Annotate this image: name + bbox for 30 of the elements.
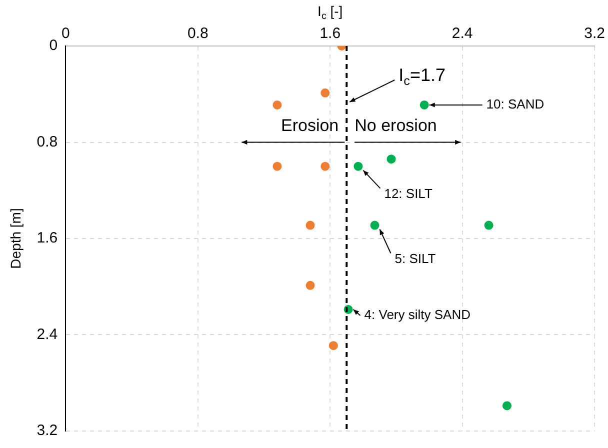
annotation: 4: Very silty SAND bbox=[364, 307, 470, 322]
point bbox=[370, 220, 380, 230]
point bbox=[354, 162, 363, 171]
annotation: No erosion bbox=[354, 116, 437, 135]
point bbox=[386, 154, 396, 164]
point bbox=[328, 341, 338, 350]
annotation: Erosion bbox=[281, 116, 339, 135]
point bbox=[502, 401, 512, 410]
point bbox=[320, 88, 330, 98]
x-tick-label: 1.6 bbox=[320, 25, 341, 42]
point bbox=[420, 100, 429, 110]
point bbox=[306, 220, 315, 230]
point bbox=[306, 280, 315, 290]
point bbox=[272, 100, 282, 110]
x-tick-label: 2.4 bbox=[452, 25, 473, 42]
y-axis-title: Depth [m] bbox=[7, 208, 24, 269]
annotation: 12: SILT bbox=[384, 186, 432, 201]
y-tick-label: 0.8 bbox=[36, 133, 58, 150]
y-tick-label: 1.6 bbox=[36, 230, 58, 247]
annotation: 10: SAND bbox=[486, 96, 544, 112]
y-tick-label: 2.4 bbox=[36, 326, 58, 343]
x-tick-label: 3.2 bbox=[584, 25, 606, 42]
point bbox=[484, 220, 494, 230]
annotation: 5: SILT bbox=[394, 250, 436, 266]
x-tick-label: 0 bbox=[61, 25, 70, 42]
y-tick-label: 3.2 bbox=[36, 422, 58, 440]
y-tick-label: 0 bbox=[49, 37, 58, 54]
point bbox=[320, 162, 330, 171]
point bbox=[272, 162, 282, 171]
x-tick-label: 0.8 bbox=[187, 25, 208, 42]
